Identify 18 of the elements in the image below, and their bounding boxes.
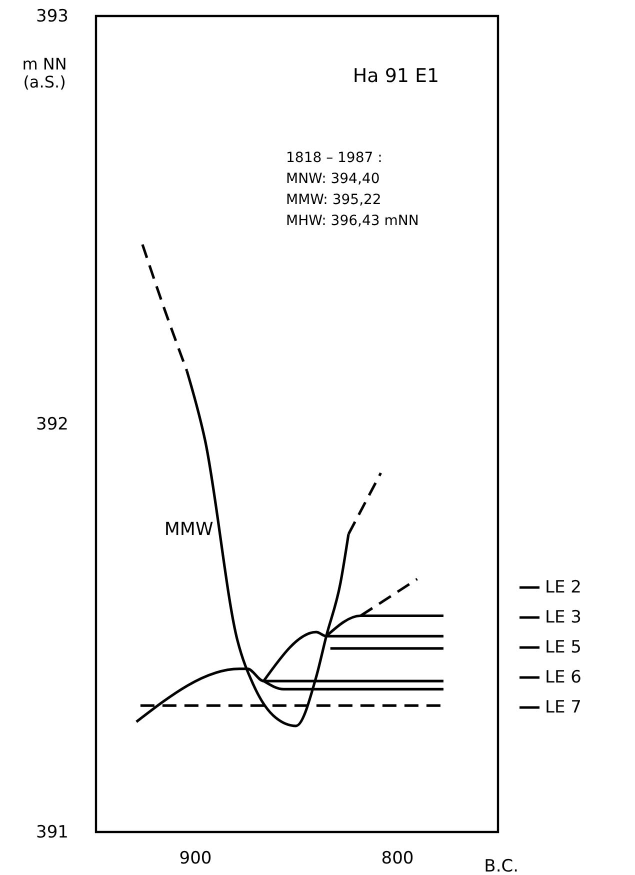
- annotation: MMW: 395,22: [286, 192, 382, 208]
- legend-label: LE 3: [545, 608, 582, 628]
- legend-label: LE 6: [545, 668, 582, 688]
- legend-label: LE 2: [545, 578, 582, 598]
- y-tick-label: 391: [36, 822, 68, 842]
- annotation: MMW: [164, 519, 214, 540]
- x-axis-title: B.C.: [484, 856, 518, 875]
- legend-label: LE 5: [545, 638, 582, 658]
- x-tick-label: 900: [179, 848, 212, 868]
- annotation: MNW: 394,40: [286, 171, 380, 187]
- x-tick-label: 800: [381, 848, 414, 868]
- annotation: MHW: 396,43 mNN: [286, 213, 419, 229]
- y-tick-label: 392: [36, 414, 68, 434]
- y-axis-title: m NN (a.S.): [22, 54, 67, 92]
- y-tick-label: 393: [36, 6, 68, 26]
- legend-label: LE 7: [545, 698, 582, 718]
- text: Ha 91 E1: [352, 65, 440, 87]
- annotation: 1818 – 1987 :: [286, 150, 382, 166]
